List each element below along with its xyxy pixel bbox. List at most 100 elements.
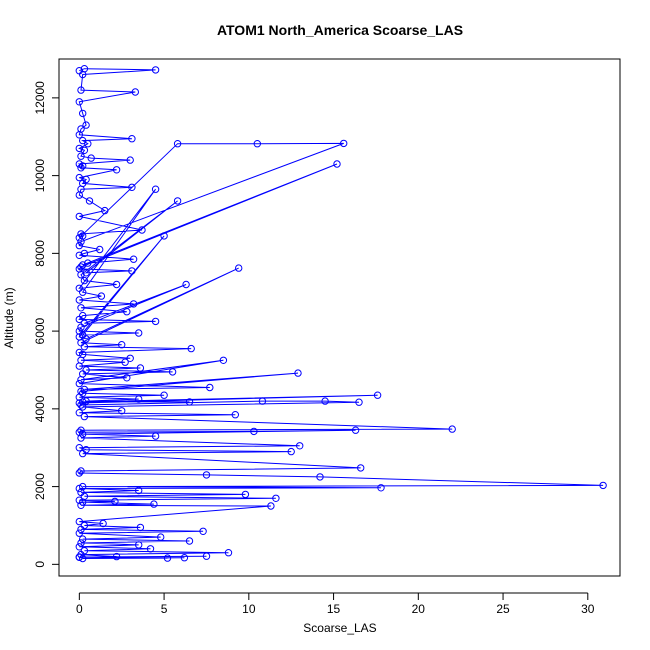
- data-point: [129, 300, 138, 308]
- data-point: [82, 335, 90, 343]
- data-point: [321, 397, 329, 405]
- y-axis: 0 2000 4000 6000 8000 10000 12000: [33, 81, 60, 568]
- data-point: [151, 185, 160, 193]
- data-point: [135, 329, 143, 337]
- data-point: [129, 255, 138, 263]
- data-point: [355, 398, 363, 406]
- data-point: [182, 280, 190, 289]
- data-point: [121, 358, 129, 366]
- data-point: [118, 341, 126, 349]
- y-tick-label: 2000: [33, 473, 47, 500]
- data-point: [357, 464, 365, 472]
- data-point: [202, 471, 211, 479]
- data-point: [187, 344, 195, 353]
- data-point: [75, 543, 84, 551]
- data-point: [128, 135, 136, 143]
- data-point: [82, 121, 90, 129]
- data-point: [296, 442, 304, 450]
- data-point: [75, 144, 84, 153]
- data-point: [77, 152, 85, 160]
- data-point: [150, 500, 158, 508]
- x-tick-label: 20: [412, 602, 426, 616]
- data-point: [224, 549, 233, 557]
- data-point: [123, 308, 131, 316]
- data-point: [79, 288, 87, 296]
- data-point: [75, 517, 84, 526]
- y-tick-label: 4000: [33, 395, 47, 422]
- data-point: [82, 397, 90, 405]
- data-point: [160, 391, 168, 399]
- data-point: [75, 409, 84, 417]
- plot-area: [75, 65, 607, 563]
- data-point: [77, 539, 85, 547]
- data-point: [146, 545, 155, 553]
- data-point: [235, 264, 243, 272]
- data-point: [333, 160, 341, 168]
- data-point: [79, 70, 87, 79]
- data-point: [77, 525, 85, 534]
- data-point: [373, 391, 382, 399]
- data-point: [128, 267, 136, 275]
- data-point: [75, 234, 84, 242]
- data-point: [77, 467, 85, 475]
- data-point: [340, 139, 348, 148]
- data-point: [75, 379, 84, 388]
- data-point: [185, 537, 194, 545]
- data-point: [77, 86, 85, 94]
- chart-title: ATOM1 North_America Scoarse_LAS: [217, 22, 463, 38]
- data-point: [80, 146, 89, 155]
- data-point: [135, 395, 143, 403]
- data-point: [448, 425, 456, 433]
- data-point: [77, 271, 85, 279]
- data-point: [136, 364, 145, 372]
- data-point: [287, 447, 295, 456]
- data-point: [206, 383, 214, 392]
- x-tick-label: 5: [161, 602, 168, 616]
- data-point: [231, 411, 240, 419]
- data-point: [258, 397, 267, 405]
- data-point: [351, 426, 360, 434]
- data-point: [173, 140, 182, 148]
- data-point: [75, 529, 84, 537]
- x-tick-label: 0: [76, 602, 83, 616]
- data-point: [79, 162, 87, 170]
- data-point: [168, 368, 177, 376]
- data-point: [75, 212, 84, 221]
- data-point: [79, 109, 87, 118]
- data-point: [75, 444, 84, 452]
- data-point: [75, 393, 84, 401]
- data-point: [118, 407, 126, 415]
- data-point: [135, 486, 143, 495]
- data-point: [75, 484, 84, 493]
- data-point: [80, 249, 89, 258]
- data-point: [219, 356, 228, 364]
- data-point: [79, 554, 87, 563]
- y-tick-label: 0: [33, 561, 47, 568]
- data-point: [75, 191, 84, 199]
- data-point: [157, 533, 165, 541]
- data-point: [160, 232, 168, 240]
- data-point: [151, 432, 160, 440]
- data-point: [75, 241, 84, 250]
- data-point: [128, 183, 136, 192]
- data-point: [85, 197, 94, 205]
- data-point: [77, 230, 85, 238]
- data-point: [75, 553, 84, 561]
- data-point: [377, 484, 385, 492]
- x-axis-label: Scoarse_LAS: [303, 621, 376, 635]
- data-point: [126, 354, 134, 362]
- data-point: [80, 412, 89, 421]
- data-point: [77, 304, 85, 312]
- data-point: [79, 403, 87, 411]
- data-point: [123, 374, 131, 382]
- data-point: [84, 259, 92, 267]
- x-tick-label: 25: [496, 602, 510, 616]
- data-point: [136, 523, 145, 532]
- data-point: [75, 131, 84, 139]
- data-point: [99, 519, 107, 528]
- data-point: [316, 473, 324, 481]
- data-point: [272, 494, 280, 502]
- data-point: [199, 527, 207, 535]
- data-point: [126, 156, 134, 164]
- data-point: [75, 296, 84, 304]
